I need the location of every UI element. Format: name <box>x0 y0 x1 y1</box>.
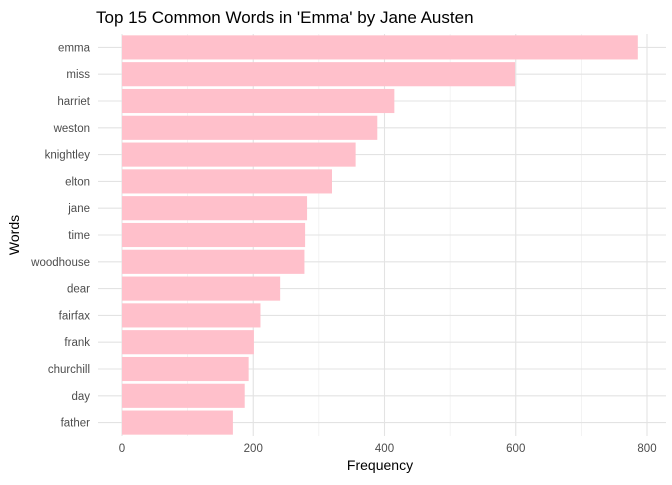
bar-woodhouse <box>122 249 305 274</box>
y-tick-label: fairfax <box>59 310 91 322</box>
bar-fairfax <box>122 303 261 328</box>
x-tick-labels: 0 200 400 600 800 <box>119 443 657 455</box>
y-tick-label: dear <box>67 284 90 296</box>
x-axis-title: Frequency <box>347 457 413 473</box>
x-tick-label: 800 <box>637 443 656 455</box>
y-tick-label: jane <box>67 203 90 215</box>
x-tick-label: 600 <box>506 443 525 455</box>
bar-weston <box>122 115 378 140</box>
y-tick-label: churchill <box>48 364 90 376</box>
bar-jane <box>122 196 308 221</box>
y-tick-label: father <box>61 418 91 430</box>
bars <box>122 35 638 435</box>
y-tick-label: time <box>68 230 90 242</box>
bar-elton <box>122 169 332 194</box>
bar-frank <box>122 330 254 355</box>
y-axis-title: Words <box>6 215 22 255</box>
y-tick-label: weston <box>53 123 90 135</box>
y-tick-label: day <box>71 391 90 403</box>
chart-title: Top 15 Common Words in 'Emma' by Jane Au… <box>96 8 474 27</box>
bar-churchill <box>122 356 249 382</box>
bar-time <box>122 222 306 248</box>
y-tick-label: emma <box>58 42 91 54</box>
y-tick-labels: emma miss harriet weston knightley elton jane t… <box>30 42 91 429</box>
bar-emma <box>122 35 638 60</box>
bar-father <box>122 410 233 435</box>
x-tick-label: 200 <box>244 443 263 455</box>
bar-day <box>122 383 245 408</box>
bar-harriet <box>122 88 395 114</box>
y-tick-label: elton <box>65 176 90 188</box>
y-tick-label: frank <box>64 337 90 349</box>
y-tick-label: miss <box>66 69 90 81</box>
bar-dear <box>122 276 281 301</box>
bar-miss <box>122 62 516 87</box>
y-tick-label: woodhouse <box>30 257 90 269</box>
y-tick-label: knightley <box>45 150 91 162</box>
x-tick-label: 400 <box>375 443 394 455</box>
bar-knightley <box>122 142 356 167</box>
y-tick-label: harriet <box>57 96 90 108</box>
x-tick-label: 0 <box>119 443 125 455</box>
